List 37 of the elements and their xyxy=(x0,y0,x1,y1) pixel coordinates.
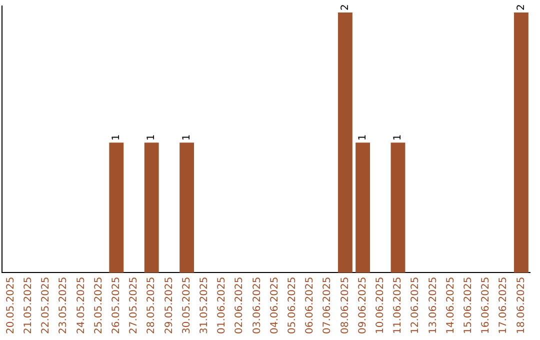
data-label: 1 xyxy=(181,134,192,141)
x-tick-label: 30.05.2025 xyxy=(181,276,192,334)
x-tick-label: 28.05.2025 xyxy=(146,276,158,334)
x-tick-label: 09.06.2025 xyxy=(357,276,368,334)
x-tick-label: 06.06.2025 xyxy=(304,276,316,334)
data-label: 2 xyxy=(340,4,351,11)
x-tick-label: 01.06.2025 xyxy=(216,276,228,334)
x-tick-label: 08.06.2025 xyxy=(340,276,351,334)
x-tick-label: 22.05.2025 xyxy=(40,276,52,334)
x-tick-label: 23.05.2025 xyxy=(58,276,70,334)
data-label: 1 xyxy=(146,134,158,141)
x-tick-label: 29.05.2025 xyxy=(164,276,175,334)
x-tick-label: 02.06.2025 xyxy=(234,276,246,334)
x-tick-label: 21.05.2025 xyxy=(22,276,34,334)
x-tick-label: 20.05.2025 xyxy=(5,276,16,334)
x-tick-label: 13.06.2025 xyxy=(428,276,439,334)
x-tick-label: 26.05.2025 xyxy=(110,276,122,334)
x-tick-label: 14.06.2025 xyxy=(445,276,456,334)
x-tick-label: 16.06.2025 xyxy=(480,276,492,334)
x-tick-label: 07.06.2025 xyxy=(322,276,334,334)
x-tick-label: 17.06.2025 xyxy=(498,276,510,334)
x-tick-label: 31.05.2025 xyxy=(198,276,210,334)
x-tick-label: 12.06.2025 xyxy=(410,276,422,334)
x-tick-label: 10.06.2025 xyxy=(374,276,386,334)
data-label: 1 xyxy=(110,134,122,141)
x-tick-label: 15.06.2025 xyxy=(462,276,474,334)
data-label: 2 xyxy=(516,4,527,11)
data-label: 1 xyxy=(392,134,404,141)
x-tick-label: 18.06.2025 xyxy=(516,276,527,334)
x-tick-label: 05.06.2025 xyxy=(286,276,298,334)
x-tick-label: 04.06.2025 xyxy=(269,276,280,334)
x-tick-label: 03.06.2025 xyxy=(252,276,263,334)
x-tick-label: 11.06.2025 xyxy=(392,276,404,334)
x-tick-label: 27.05.2025 xyxy=(128,276,140,334)
x-tick-label: 25.05.2025 xyxy=(93,276,104,334)
x-tick-label: 24.05.2025 xyxy=(76,276,87,334)
data-label: 1 xyxy=(357,134,368,141)
